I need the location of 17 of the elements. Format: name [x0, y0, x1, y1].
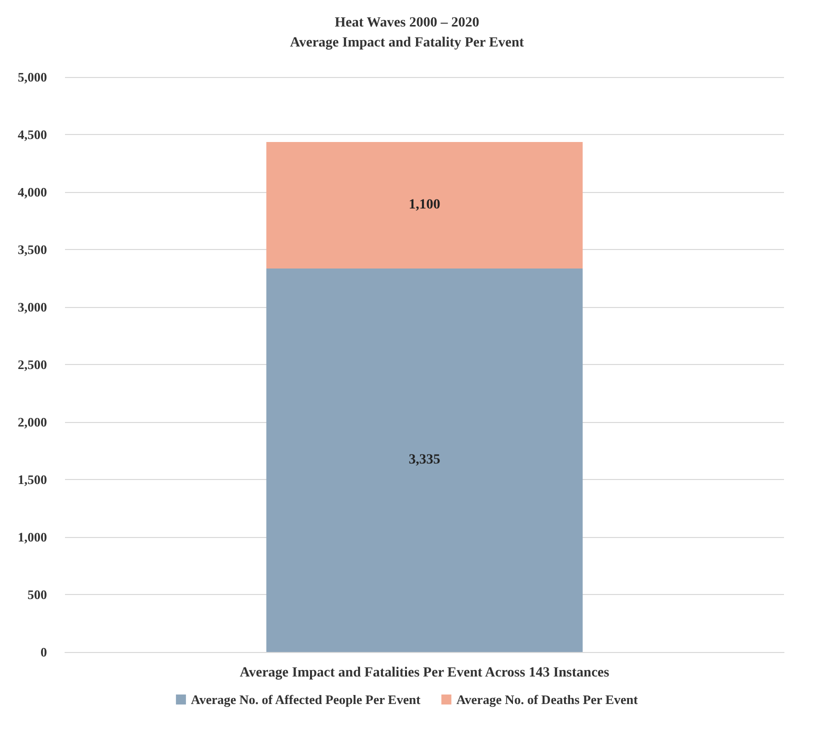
y-tick-label: 3,000: [18, 300, 47, 314]
y-tick-label: 3,500: [18, 242, 47, 257]
y-tick-label: 1,000: [18, 530, 47, 544]
y-tick-label: 0: [40, 644, 47, 660]
chart-title: Heat Waves 2000 – 2020 Average Impact and Fatality Per Event: [290, 16, 524, 50]
legend-label: Average No. of Deaths Per Event: [456, 692, 638, 707]
y-tick-label: 1,500: [18, 472, 47, 487]
y-tick-label: 2,500: [18, 357, 47, 372]
data-label: 1,100: [408, 198, 440, 213]
y-tick-label: 500: [28, 587, 47, 602]
y-tick-label: 2,000: [18, 414, 47, 430]
data-label: 3,335: [408, 452, 440, 468]
legend-label: Average No. of Affected People Per Event: [190, 692, 422, 707]
x-tick-label: Average Impact and Fatalities Per Event Across 143 Instances: [240, 666, 610, 680]
y-tick-label: 5,000: [18, 70, 47, 84]
y-tick-label: 4,000: [18, 184, 47, 200]
y-tick-label: 4,500: [18, 127, 47, 142]
